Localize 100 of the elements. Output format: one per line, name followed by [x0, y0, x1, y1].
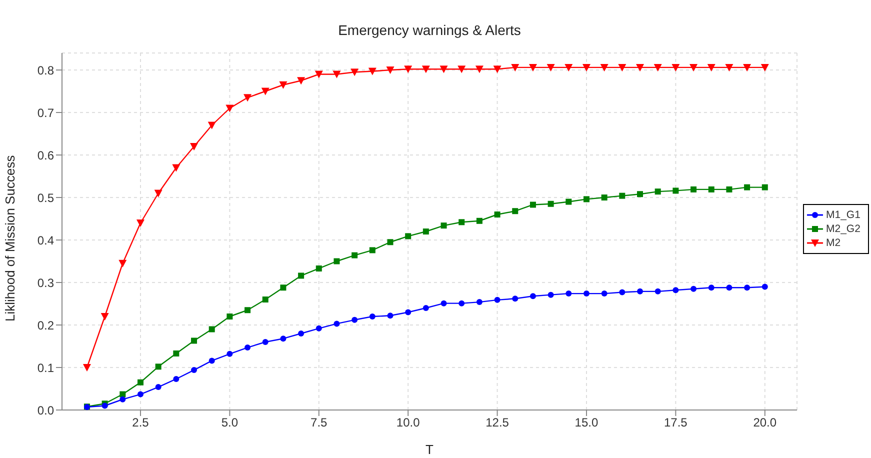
x-axis-title: T [426, 442, 434, 457]
point [244, 307, 251, 314]
y-tick-label: 0.8 [37, 63, 54, 78]
point [262, 296, 268, 302]
point [137, 379, 144, 386]
point [422, 66, 430, 74]
point [279, 81, 288, 89]
point [654, 188, 661, 195]
y-tick-label: 0.6 [37, 148, 54, 162]
point [405, 309, 412, 316]
point [298, 272, 304, 279]
point [654, 288, 661, 294]
point [564, 64, 573, 72]
y-tick-label: 0.2 [37, 318, 54, 332]
chart-title: Emergency warnings & Alerts [337, 22, 522, 38]
point [762, 284, 768, 290]
point [744, 184, 750, 190]
x-tick-label: 7.5 [310, 416, 328, 430]
x-tick-label: 20.0 [753, 416, 777, 430]
point [619, 192, 626, 199]
legend-label: M2_G2 [826, 222, 860, 236]
y-axis-title: Liklihood of Mission Success [2, 154, 18, 322]
x-tick-label: 5.0 [221, 416, 238, 430]
point [280, 284, 286, 291]
point [190, 143, 198, 150]
point [637, 288, 644, 294]
point [154, 190, 162, 198]
point [350, 68, 359, 76]
point [548, 200, 554, 207]
point [475, 66, 484, 74]
point [369, 314, 376, 320]
point [369, 247, 376, 254]
point [100, 313, 109, 320]
point [672, 188, 679, 194]
point [726, 186, 732, 192]
point [600, 64, 608, 72]
point [208, 122, 216, 130]
point [440, 66, 448, 74]
point [208, 358, 215, 364]
point [512, 296, 518, 302]
y-tick-label: 0.7 [37, 106, 54, 120]
y-tick-label: 0.4 [37, 233, 54, 248]
point [120, 396, 126, 402]
y-tick-label: 0.3 [37, 276, 54, 290]
point [725, 64, 734, 72]
point [173, 376, 180, 382]
point [262, 339, 268, 345]
point [352, 316, 358, 323]
point [654, 64, 662, 72]
point [136, 220, 144, 227]
point [297, 77, 306, 85]
point [726, 284, 732, 291]
point [636, 64, 644, 72]
point [118, 260, 127, 268]
point [530, 293, 536, 300]
point [334, 258, 340, 264]
point [582, 64, 590, 72]
point [226, 350, 233, 357]
point [708, 284, 714, 291]
point [708, 186, 714, 192]
point [494, 212, 500, 218]
x-tick-label: 17.5 [664, 416, 688, 430]
point [530, 202, 536, 208]
point [601, 290, 608, 297]
point [618, 64, 626, 72]
point [493, 66, 502, 74]
point [440, 300, 447, 306]
point [458, 300, 465, 306]
point [458, 66, 466, 74]
point [244, 94, 252, 102]
point [120, 391, 126, 398]
point [440, 222, 447, 229]
point [191, 367, 198, 374]
point [690, 64, 698, 72]
x-tick-label: 15.0 [574, 416, 598, 430]
y-tick-label: 0.5 [37, 190, 54, 205]
point [512, 208, 518, 214]
point [226, 104, 234, 112]
point [298, 330, 304, 336]
point [316, 265, 322, 272]
x-tick-label: 2.5 [132, 416, 150, 430]
point [137, 391, 144, 398]
legend-label: M1_G1 [826, 208, 860, 222]
point [476, 218, 482, 224]
point [566, 198, 572, 205]
point [546, 64, 555, 72]
y-tick-label: 0.0 [37, 403, 54, 418]
point [707, 64, 716, 72]
point [352, 252, 358, 258]
point [548, 292, 554, 298]
point [672, 287, 679, 294]
point [316, 325, 322, 332]
point [405, 233, 412, 240]
point [314, 70, 323, 78]
point [387, 312, 394, 319]
point [760, 64, 769, 72]
point [155, 384, 162, 390]
point [208, 326, 215, 332]
point [672, 64, 680, 72]
point [261, 88, 270, 96]
